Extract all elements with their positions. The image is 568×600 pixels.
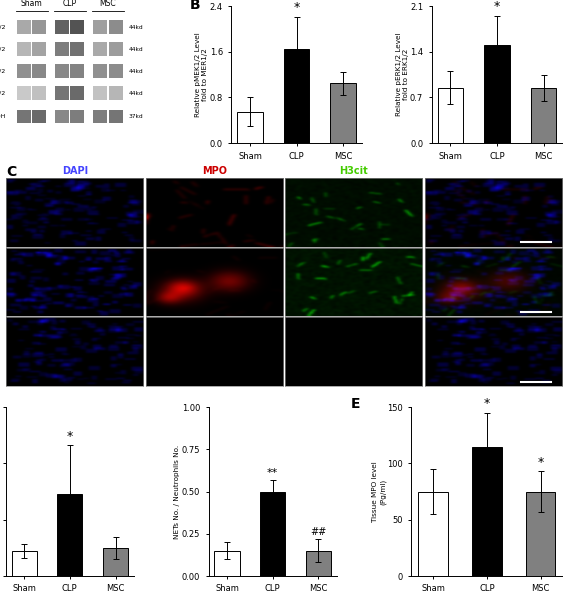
Bar (484, 45, 509, 143)
Bar (11, 551, 37, 576)
FancyBboxPatch shape (55, 20, 69, 34)
FancyBboxPatch shape (55, 110, 69, 124)
FancyBboxPatch shape (93, 20, 107, 34)
Y-axis label: NETs No. / Neutrophils No.: NETs No. / Neutrophils No. (174, 445, 181, 539)
FancyBboxPatch shape (108, 110, 123, 124)
Text: MER1/2: MER1/2 (0, 25, 6, 30)
Text: pMEK1/2: pMEK1/2 (0, 47, 6, 52)
Bar (284, 49, 310, 143)
FancyBboxPatch shape (16, 20, 31, 34)
FancyBboxPatch shape (108, 43, 123, 56)
Text: ##: ## (310, 527, 327, 537)
Bar (531, 88, 557, 143)
Text: ERK1/2: ERK1/2 (0, 68, 6, 74)
FancyBboxPatch shape (16, 110, 31, 124)
Text: E: E (351, 397, 361, 411)
Text: CLP: CLP (62, 0, 77, 8)
Text: 37kd: 37kd (129, 114, 144, 119)
Text: *: * (294, 1, 300, 14)
Text: 44kd: 44kd (129, 47, 144, 52)
FancyBboxPatch shape (70, 110, 85, 124)
Y-axis label: Tissue MPO level
(Pg/ml): Tissue MPO level (Pg/ml) (373, 461, 386, 522)
Text: C: C (6, 165, 16, 179)
Text: *: * (494, 0, 500, 13)
Bar (237, 112, 263, 143)
Text: *: * (537, 456, 544, 469)
FancyBboxPatch shape (93, 43, 107, 56)
Text: 44kd: 44kd (129, 68, 144, 74)
Y-axis label: Sham: Sham (0, 200, 3, 224)
FancyBboxPatch shape (32, 110, 46, 124)
FancyBboxPatch shape (32, 86, 46, 100)
FancyBboxPatch shape (16, 86, 31, 100)
Bar (437, 88, 463, 143)
Bar (103, 548, 128, 576)
Y-axis label: MSC: MSC (0, 343, 3, 361)
FancyBboxPatch shape (70, 43, 85, 56)
Text: H3cit: H3cit (339, 166, 368, 176)
FancyBboxPatch shape (32, 43, 46, 56)
FancyBboxPatch shape (70, 64, 85, 78)
FancyBboxPatch shape (32, 20, 46, 34)
Text: DAPI: DAPI (62, 166, 88, 176)
FancyBboxPatch shape (16, 43, 31, 56)
Text: Sham: Sham (20, 0, 42, 8)
FancyBboxPatch shape (93, 110, 107, 124)
Text: B: B (189, 0, 200, 12)
FancyBboxPatch shape (55, 64, 69, 78)
FancyBboxPatch shape (108, 20, 123, 34)
Y-axis label: CLP: CLP (0, 274, 3, 290)
Text: *: * (484, 397, 490, 410)
FancyBboxPatch shape (108, 86, 123, 100)
Text: 44kd: 44kd (129, 91, 144, 95)
Bar (260, 491, 285, 576)
Bar (472, 446, 502, 576)
Text: Merge: Merge (475, 166, 510, 176)
Y-axis label: Relative pERK1/2 Level
fold to ERK1/2: Relative pERK1/2 Level fold to ERK1/2 (395, 33, 408, 116)
FancyBboxPatch shape (70, 20, 85, 34)
Bar (306, 551, 331, 576)
FancyBboxPatch shape (55, 43, 69, 56)
Bar (418, 491, 448, 576)
Bar (331, 83, 356, 143)
Bar (526, 491, 556, 576)
FancyBboxPatch shape (93, 86, 107, 100)
FancyBboxPatch shape (93, 64, 107, 78)
Bar (214, 551, 240, 576)
Text: pERK1/2: pERK1/2 (0, 91, 6, 95)
FancyBboxPatch shape (70, 86, 85, 100)
Text: **: ** (267, 468, 278, 478)
Text: MPO: MPO (202, 166, 227, 176)
Text: GAPDH: GAPDH (0, 114, 6, 119)
FancyBboxPatch shape (108, 64, 123, 78)
Text: 44kd: 44kd (129, 25, 144, 30)
Y-axis label: Relative pMEK1/2 Level
fold to MER1/2: Relative pMEK1/2 Level fold to MER1/2 (195, 32, 208, 117)
Text: *: * (66, 430, 73, 443)
Bar (57, 494, 82, 576)
Text: MSC: MSC (99, 0, 116, 8)
FancyBboxPatch shape (16, 64, 31, 78)
FancyBboxPatch shape (32, 64, 46, 78)
FancyBboxPatch shape (55, 86, 69, 100)
